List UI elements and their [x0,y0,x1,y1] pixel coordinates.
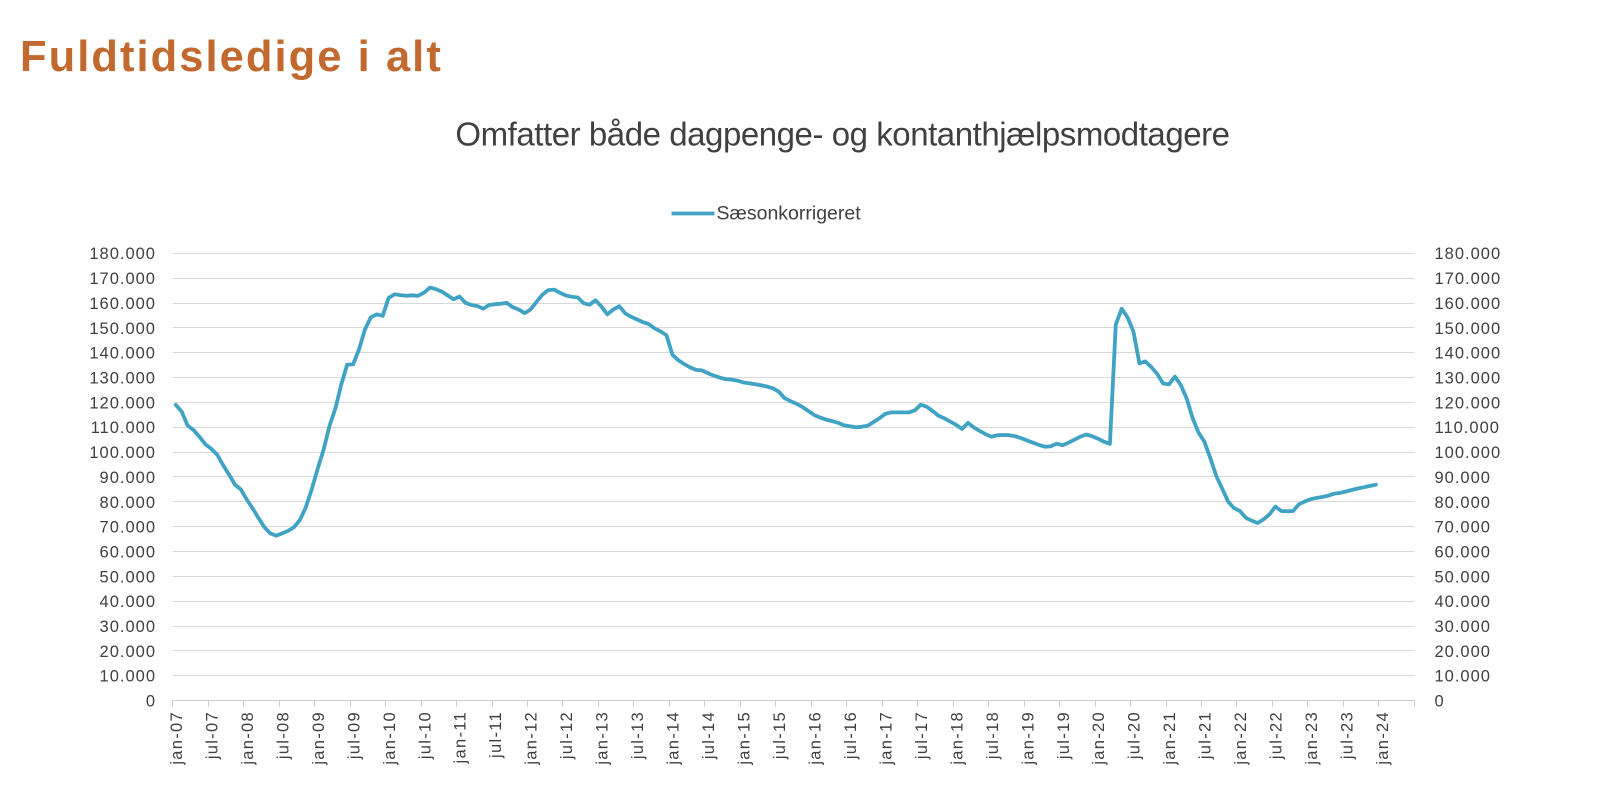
svg-text:jul-17: jul-17 [913,711,931,760]
svg-text:100.000: 100.000 [1435,444,1502,462]
svg-text:110.000: 110.000 [1435,419,1500,437]
svg-text:jan-07: jan-07 [168,711,186,766]
svg-text:jul-07: jul-07 [203,711,221,760]
svg-text:jan-22: jan-22 [1232,711,1250,766]
svg-text:jan-11: jan-11 [452,711,470,764]
svg-text:40.000: 40.000 [1435,593,1491,611]
svg-text:jan-17: jan-17 [877,711,895,766]
svg-text:jul-11: jul-11 [487,711,505,759]
svg-text:jan-13: jan-13 [594,711,612,766]
svg-text:50.000: 50.000 [1435,568,1491,586]
svg-text:jan-08: jan-08 [239,711,257,766]
svg-text:jul-14: jul-14 [700,711,718,760]
svg-text:110.000: 110.000 [91,419,156,437]
svg-text:30.000: 30.000 [1435,618,1491,636]
svg-text:60.000: 60.000 [1435,544,1491,562]
svg-text:0: 0 [146,693,156,711]
svg-text:70.000: 70.000 [100,519,156,537]
svg-text:130.000: 130.000 [89,370,156,388]
svg-text:180.000: 180.000 [89,245,156,263]
svg-text:100.000: 100.000 [89,444,156,462]
svg-text:30.000: 30.000 [100,618,156,636]
svg-text:180.000: 180.000 [1435,245,1502,263]
svg-text:jul-12: jul-12 [558,711,576,760]
svg-text:140.000: 140.000 [89,345,156,363]
svg-text:jul-23: jul-23 [1339,711,1357,760]
svg-text:jul-21: jul-21 [1197,711,1215,760]
svg-text:50.000: 50.000 [100,568,156,586]
svg-text:jul-10: jul-10 [416,711,434,760]
svg-text:jul-13: jul-13 [629,711,647,760]
svg-text:jan-12: jan-12 [523,711,541,766]
svg-text:140.000: 140.000 [1435,345,1502,363]
svg-text:80.000: 80.000 [100,494,156,512]
svg-text:jan-23: jan-23 [1303,711,1321,766]
svg-text:jul-22: jul-22 [1268,711,1286,760]
svg-text:10.000: 10.000 [100,668,156,686]
svg-text:jul-08: jul-08 [274,711,292,760]
svg-text:jan-14: jan-14 [665,711,683,766]
svg-text:160.000: 160.000 [89,295,156,313]
svg-text:jul-18: jul-18 [984,711,1002,760]
svg-text:jul-16: jul-16 [842,711,860,760]
svg-text:jul-15: jul-15 [771,711,789,760]
svg-text:jan-18: jan-18 [948,711,966,766]
svg-text:20.000: 20.000 [100,643,156,661]
svg-text:130.000: 130.000 [1435,370,1502,388]
svg-text:jul-09: jul-09 [345,711,363,760]
svg-text:Sæsonkorrigeret: Sæsonkorrigeret [717,203,862,225]
svg-text:170.000: 170.000 [89,270,156,288]
svg-text:90.000: 90.000 [1435,469,1491,487]
svg-text:jan-19: jan-19 [1019,711,1037,766]
svg-text:10.000: 10.000 [1435,668,1491,686]
svg-text:120.000: 120.000 [89,394,156,412]
svg-text:70.000: 70.000 [1435,519,1491,537]
svg-text:jul-20: jul-20 [1126,711,1144,760]
svg-text:90.000: 90.000 [100,469,156,487]
svg-text:jan-16: jan-16 [807,711,825,766]
svg-text:150.000: 150.000 [89,320,156,338]
svg-text:jan-20: jan-20 [1090,711,1108,766]
svg-text:0: 0 [1435,693,1445,711]
svg-text:jan-21: jan-21 [1161,711,1179,766]
svg-text:160.000: 160.000 [1435,295,1502,313]
svg-text:jan-10: jan-10 [381,711,399,766]
svg-text:jan-24: jan-24 [1374,711,1392,766]
svg-text:jan-15: jan-15 [736,711,754,766]
svg-text:jul-19: jul-19 [1055,711,1073,760]
svg-text:jan-09: jan-09 [310,711,328,766]
svg-text:Fuldtidsledige i alt: Fuldtidsledige i alt [20,33,443,81]
svg-text:120.000: 120.000 [1435,394,1502,412]
svg-text:Omfatter både dagpenge- og kon: Omfatter både dagpenge- og kontanthjælps… [455,116,1229,153]
svg-text:80.000: 80.000 [1435,494,1491,512]
svg-text:150.000: 150.000 [1435,320,1502,338]
svg-text:40.000: 40.000 [100,593,156,611]
svg-text:20.000: 20.000 [1435,643,1491,661]
svg-text:60.000: 60.000 [100,544,156,562]
svg-text:170.000: 170.000 [1435,270,1502,288]
